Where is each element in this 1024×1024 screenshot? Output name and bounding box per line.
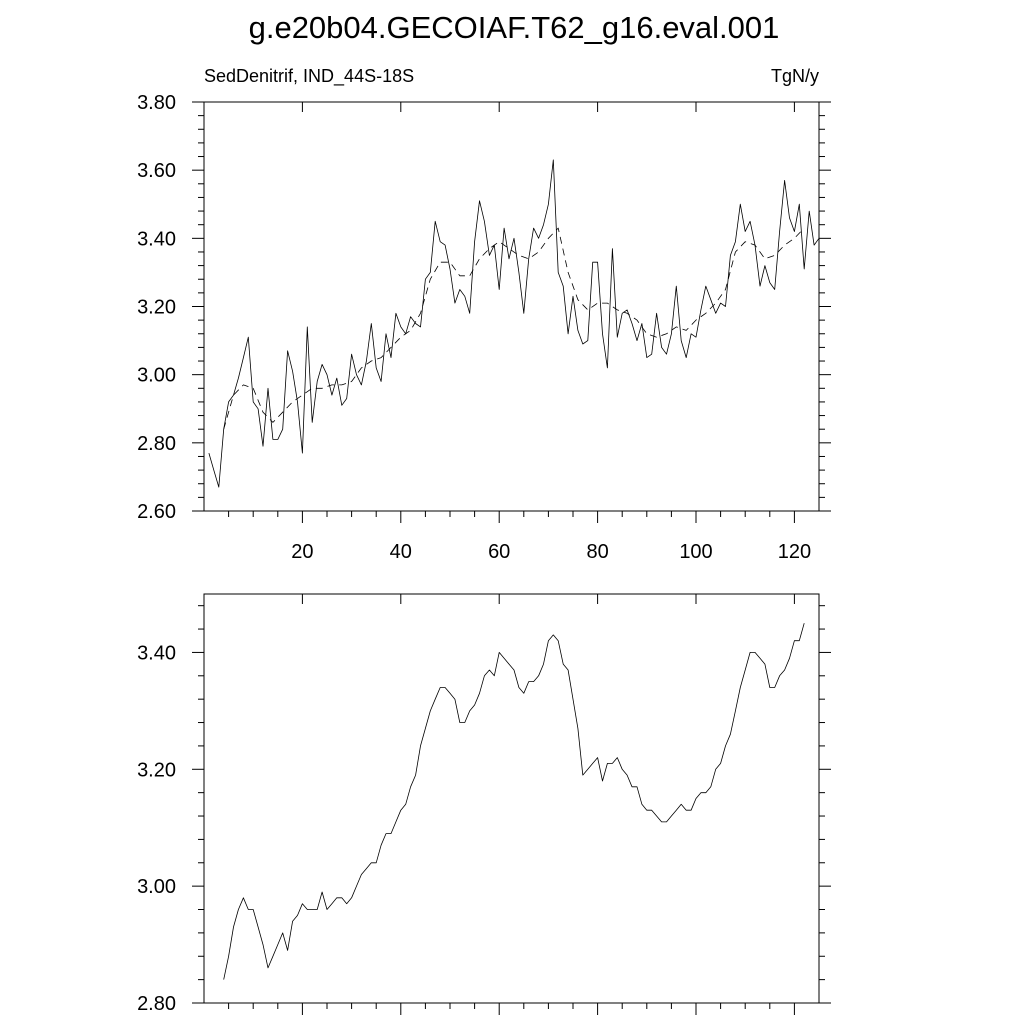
top-x-tick-label: 20 <box>291 541 313 563</box>
bottom-series-group <box>223 623 805 980</box>
top-series-line <box>208 159 820 488</box>
top-plot-frame <box>203 101 820 512</box>
bottom-y-tick-label: 3.40 <box>137 642 176 664</box>
top-series-running-mean-line <box>223 227 805 430</box>
top-y-tick-label: 3.80 <box>137 92 176 114</box>
top-panel-left-label: SedDenitrif, IND_44S-18S <box>204 66 414 87</box>
top-x-tick-label: 120 <box>778 541 811 563</box>
top-x-tick-label: 40 <box>390 541 412 563</box>
bottom-y-tick-label: 3.20 <box>137 759 176 781</box>
bottom-series-line <box>223 623 805 980</box>
bottom-panel: 2.80 3.00 3.20 3.40 <box>137 593 831 1015</box>
top-x-tick-label: 60 <box>488 541 510 563</box>
top-axis-ticks: 20 40 60 80 100 120 2.60 2.80 3.00 3.20 3.40 3.60 3.… <box>137 92 831 563</box>
bottom-y-tick-label: 3.00 <box>137 876 176 898</box>
bottom-y-tick-label: 2.80 <box>137 993 176 1015</box>
top-y-tick-label: 3.00 <box>137 365 176 387</box>
top-x-tick-label: 80 <box>586 541 608 563</box>
top-panel: SedDenitrif, IND_44S-18S TgN/y 20 40 60 80 1… <box>137 66 831 563</box>
top-y-tick-label: 2.60 <box>137 501 176 523</box>
bottom-plot-frame <box>203 593 820 1004</box>
top-y-tick-label: 3.60 <box>137 160 176 182</box>
top-panel-units-label: TgN/y <box>771 66 819 86</box>
top-y-tick-label: 3.20 <box>137 297 176 319</box>
top-y-tick-label: 3.40 <box>137 228 176 250</box>
bottom-axis-ticks: 2.80 3.00 3.20 3.40 <box>137 594 831 1015</box>
top-y-tick-label: 2.80 <box>137 433 176 455</box>
top-x-tick-label: 100 <box>679 541 712 563</box>
top-series-group <box>208 159 820 488</box>
chart-title: g.e20b04.GECOIAF.T62_g16.eval.001 <box>249 10 780 45</box>
